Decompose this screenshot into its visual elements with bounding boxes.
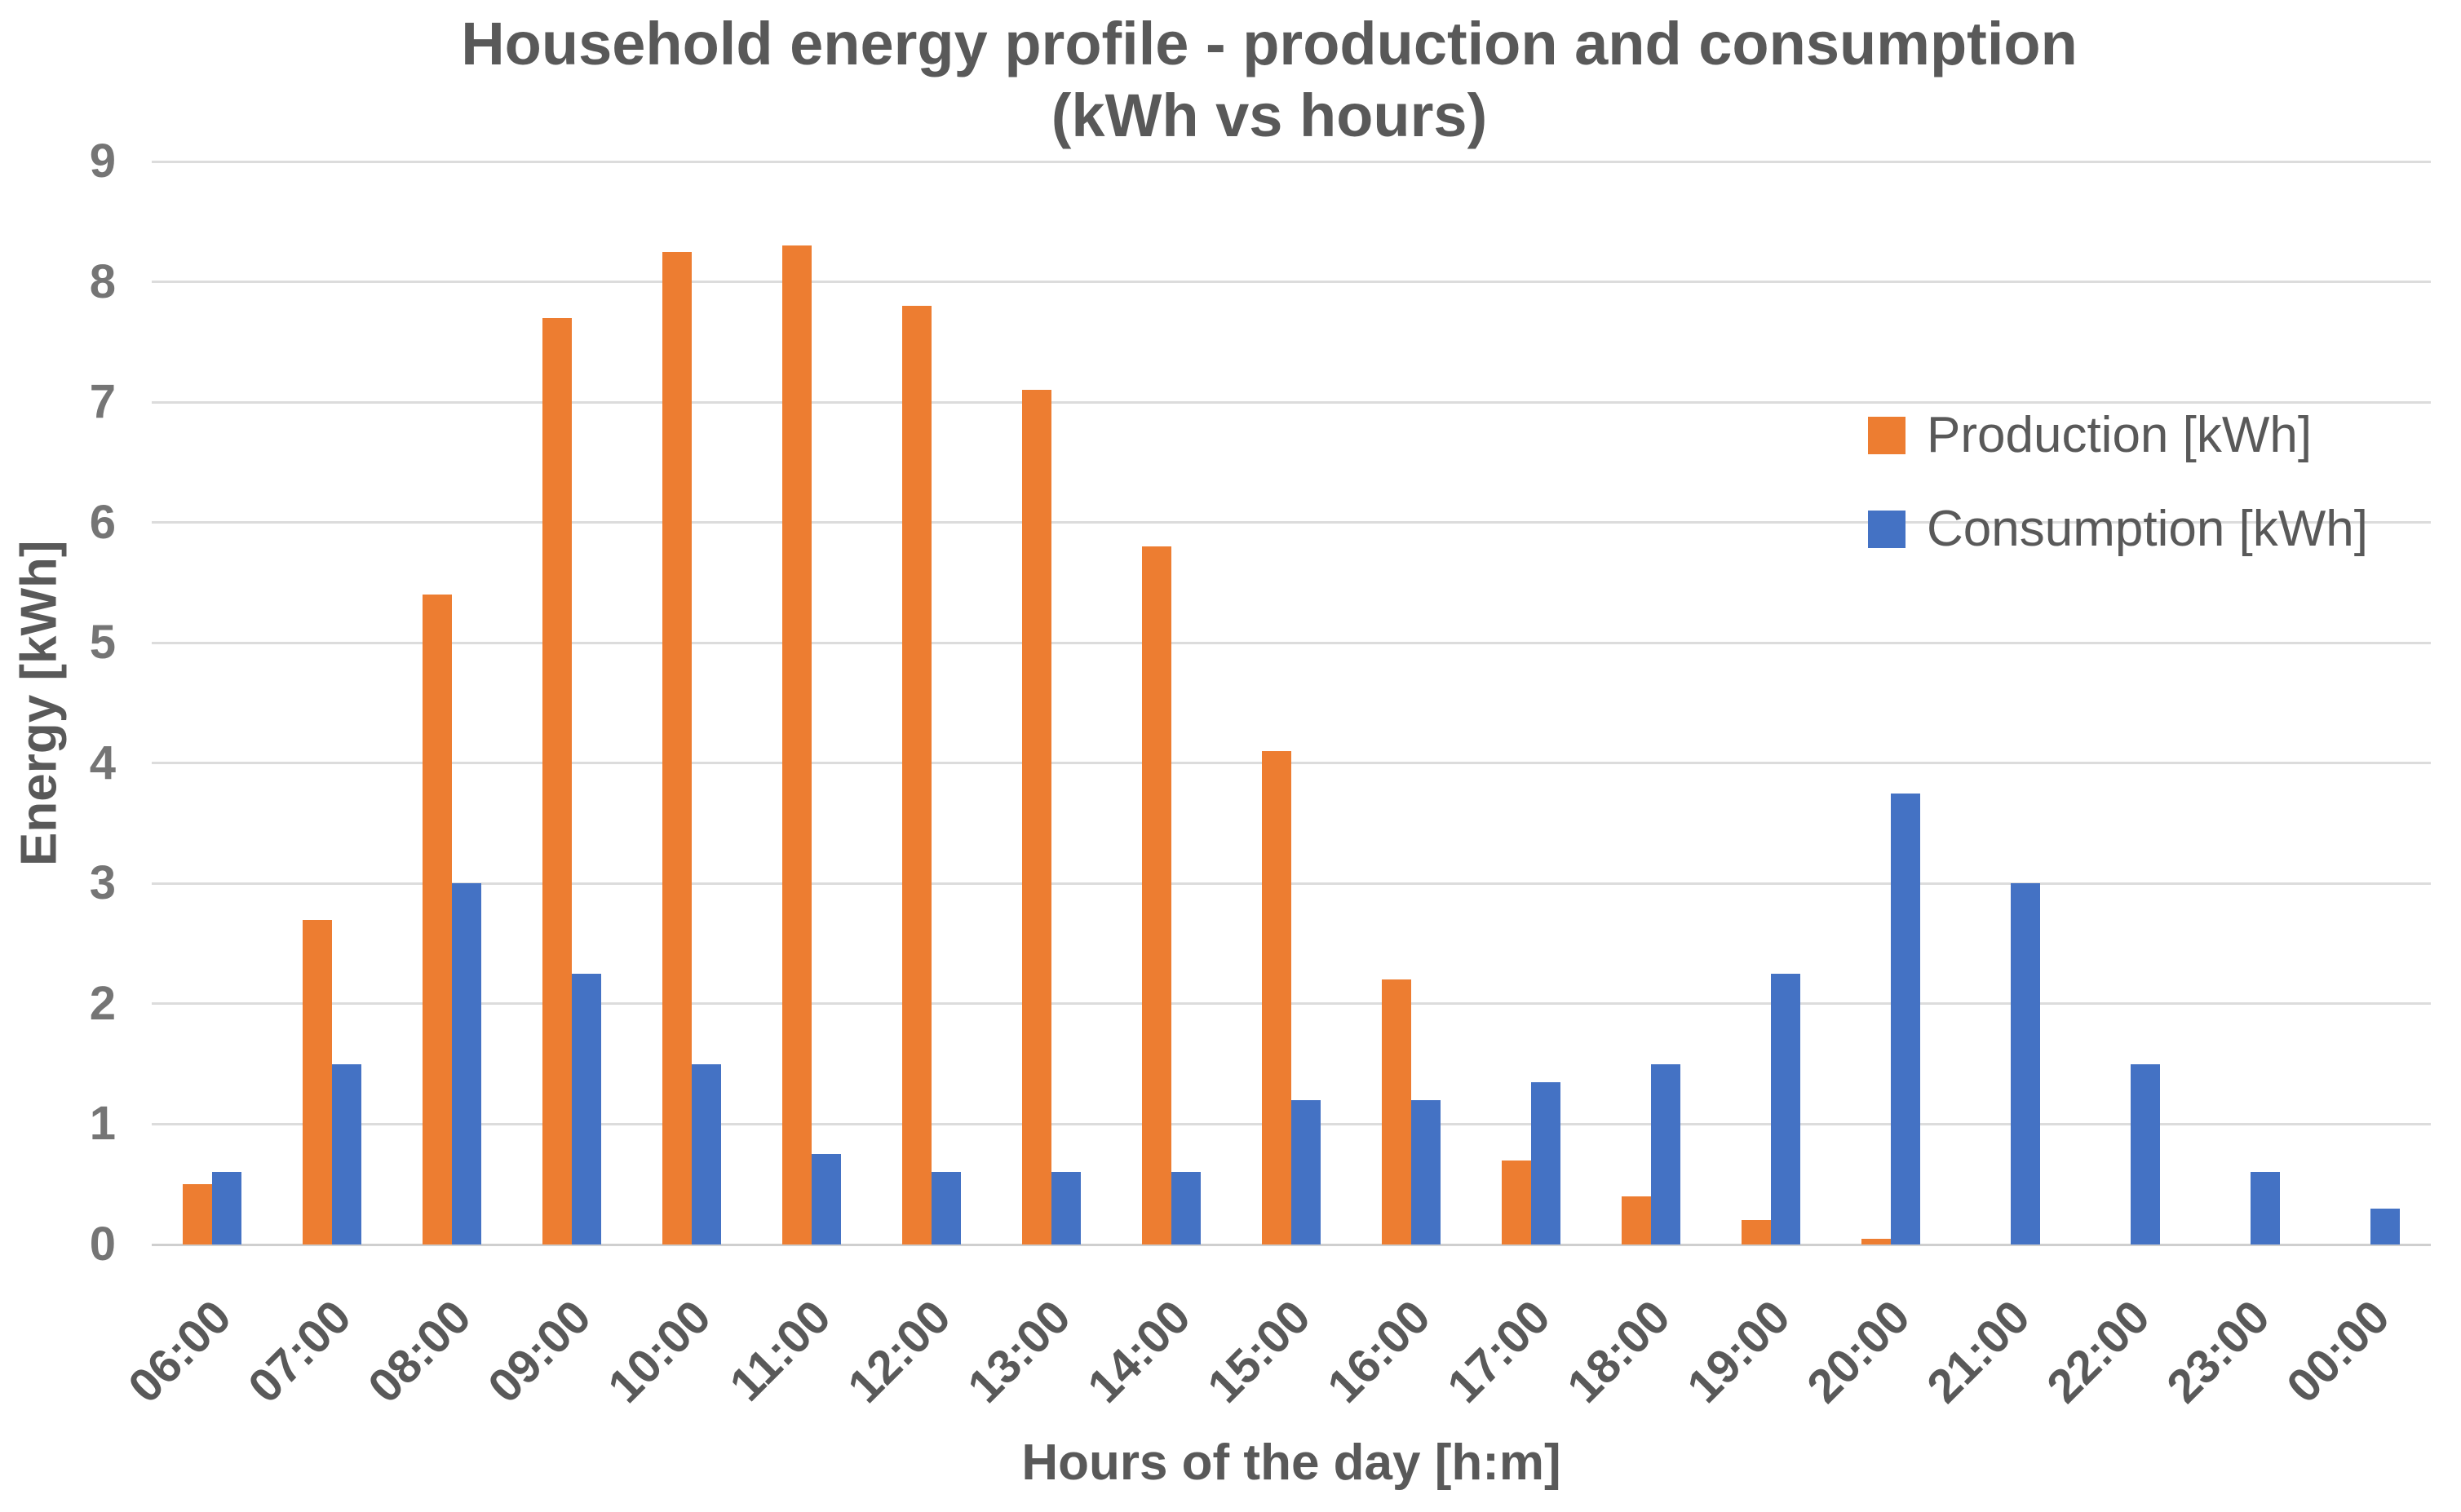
bar-consumption-23:00	[2251, 1172, 2281, 1245]
y-tick-label-7: 7	[89, 375, 116, 429]
gridline-7	[152, 400, 2431, 404]
bar-consumption-14:00	[1171, 1172, 1201, 1245]
bar-consumption-15:00	[1291, 1099, 1321, 1245]
bar-consumption-11:00	[811, 1154, 841, 1245]
bar-consumption-18:00	[1651, 1063, 1681, 1245]
gridline-9	[152, 160, 2431, 163]
legend-item-consumption: Consumption [kWh]	[1868, 500, 2368, 558]
bar-production-20:00	[1861, 1238, 1892, 1245]
y-tick-label-8: 8	[89, 254, 116, 308]
gridline-3	[152, 882, 2431, 885]
bar-production-07:00	[302, 919, 332, 1245]
bar-production-15:00	[1262, 751, 1291, 1245]
consumption-swatch-icon	[1868, 510, 1906, 548]
bar-production-17:00	[1502, 1160, 1532, 1245]
y-tick-label-2: 2	[89, 976, 116, 1030]
bar-production-16:00	[1382, 979, 1412, 1245]
bar-production-11:00	[781, 245, 812, 1245]
legend-item-production: Production [kWh]	[1868, 406, 2368, 464]
gridline-6	[152, 521, 2431, 524]
bar-consumption-06:00	[211, 1172, 241, 1245]
gridline-8	[152, 281, 2431, 284]
bar-consumption-08:00	[451, 883, 481, 1245]
bar-production-09:00	[542, 317, 572, 1245]
bar-consumption-07:00	[331, 1063, 361, 1245]
bar-consumption-17:00	[1531, 1081, 1561, 1245]
y-tick-label-4: 4	[89, 736, 116, 789]
y-tick-label-6: 6	[89, 495, 116, 549]
bar-consumption-10:00	[691, 1063, 721, 1245]
legend-label-production: Production [kWh]	[1927, 407, 2313, 463]
y-tick-label-3: 3	[89, 856, 116, 910]
x-axis-title: Hours of the day [h:m]	[1021, 1435, 1561, 1491]
bar-production-06:00	[182, 1184, 212, 1245]
y-tick-label-9: 9	[89, 135, 116, 188]
bar-consumption-13:00	[1051, 1172, 1081, 1245]
bar-consumption-00:00	[2370, 1208, 2401, 1245]
bar-consumption-22:00	[2131, 1063, 2161, 1245]
bar-consumption-20:00	[1891, 793, 1921, 1245]
chart-title-line2: (kWh vs hours)	[1051, 82, 1488, 149]
y-axis-title: Energy [kWh]	[11, 540, 68, 866]
bar-production-18:00	[1622, 1196, 1652, 1245]
legend-label-consumption: Consumption [kWh]	[1927, 501, 2368, 557]
chart-title-line1: Household energy profile - production an…	[461, 10, 2078, 77]
gridline-2	[152, 1002, 2431, 1006]
y-tick-label-1: 1	[89, 1097, 116, 1151]
legend: Production [kWh] Consumption [kWh]	[1868, 406, 2368, 558]
bar-consumption-21:00	[2011, 883, 2041, 1245]
bar-consumption-16:00	[1411, 1099, 1441, 1245]
bar-production-10:00	[662, 251, 692, 1245]
bar-consumption-12:00	[931, 1172, 961, 1245]
bar-consumption-09:00	[571, 974, 601, 1245]
y-tick-label-0: 0	[89, 1218, 116, 1271]
bar-production-08:00	[422, 595, 452, 1245]
y-tick-label-5: 5	[89, 616, 116, 670]
bar-consumption-19:00	[1771, 974, 1801, 1245]
bar-production-14:00	[1141, 546, 1171, 1245]
gridline-5	[152, 641, 2431, 644]
production-swatch-icon	[1868, 416, 1906, 454]
bar-production-13:00	[1021, 390, 1051, 1245]
x-axis-line	[152, 1243, 2431, 1246]
bar-production-12:00	[901, 306, 932, 1245]
gridline-4	[152, 762, 2431, 765]
bar-production-19:00	[1742, 1220, 1772, 1245]
chart-title: Household energy profile - production an…	[152, 8, 2387, 152]
